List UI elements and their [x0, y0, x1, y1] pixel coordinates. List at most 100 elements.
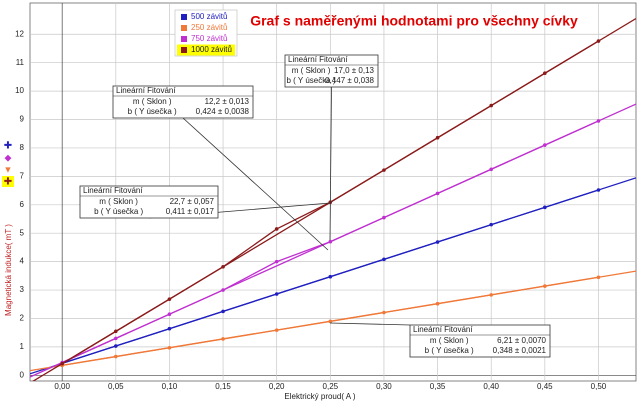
legend-highlight [177, 44, 235, 56]
data-point [435, 240, 440, 244]
data-point [60, 361, 64, 366]
y-tick-label: 1 [20, 342, 25, 351]
svg-text:✚: ✚ [4, 141, 12, 152]
data-point [435, 301, 440, 306]
y-tick-label: 9 [20, 115, 25, 124]
fit-value: 0,411 ± 0,017 [166, 207, 215, 216]
data-point [382, 215, 386, 220]
y-tick-label: 8 [20, 143, 25, 152]
fit-value: 6,21 ± 0,0070 [497, 336, 546, 345]
fit-box [79, 185, 219, 219]
x-tick-label: 0,25 [323, 382, 339, 391]
x-tick-label: 0,05 [108, 382, 124, 391]
y-axis-label: Magnetická indukce( mT ) [4, 224, 13, 316]
data-point [596, 275, 601, 280]
legend-marker [181, 14, 187, 20]
data-point [167, 297, 172, 301]
fit-param: m ( Sklon ) [430, 336, 469, 345]
fit-value: 22,7 ± 0,057 [170, 197, 215, 206]
chart-title: Graf s naměřenými hodnotami pro všechny … [250, 13, 578, 29]
fit-value: 12,2 ± 0,013 [205, 97, 250, 106]
data-point [114, 344, 118, 348]
y-tick-label: 7 [20, 171, 25, 180]
data-point [543, 205, 547, 210]
legend-label: 750 závitů [191, 34, 227, 43]
fit-param: m ( Sklon ) [133, 97, 172, 106]
data-point [167, 345, 172, 350]
fit-param: b ( Y úsečka ) [128, 107, 177, 116]
x-tick-label: 0,30 [376, 382, 392, 391]
x-tick-label: 0,00 [54, 382, 70, 391]
data-point [274, 259, 279, 264]
legend-marker [181, 36, 187, 42]
legend-label: 1000 závitů [191, 45, 232, 54]
x-tick-label: 0,35 [430, 382, 446, 391]
data-point [221, 309, 225, 314]
y-tick-label: 5 [20, 228, 25, 237]
data-point [435, 191, 440, 196]
fit-title: Lineární Fitování [288, 55, 348, 64]
data-point [114, 329, 118, 334]
data-point [382, 310, 386, 315]
legend-marker [181, 25, 187, 31]
data-point [221, 264, 225, 269]
y-tick-label: 12 [15, 29, 24, 38]
x-tick-label: 0,50 [591, 382, 607, 391]
data-point [382, 168, 386, 172]
data-point [489, 293, 494, 297]
data-point [328, 239, 333, 244]
data-point [489, 222, 494, 227]
data-point [274, 292, 279, 296]
data-point [543, 143, 547, 147]
fit-value: 17,0 ± 0,13 [334, 66, 375, 75]
legend-marker [181, 47, 187, 53]
data-point [382, 257, 386, 262]
x-axis-label: Elektrický proud( A ) [284, 392, 355, 401]
svg-text:▼: ▼ [4, 164, 13, 174]
y-tick-label: 3 [20, 285, 25, 294]
y-tick-label: 10 [15, 86, 24, 95]
y-tick-label: 6 [20, 200, 25, 209]
legend-label: 250 závitů [191, 23, 227, 32]
fit-param: m ( Sklon ) [99, 197, 138, 206]
leader-line [329, 322, 411, 326]
fit-param: b ( Y úsečka ) [94, 207, 143, 216]
y-tick-label: 0 [20, 370, 25, 379]
data-point [596, 39, 601, 43]
fit-param: b ( Y úsečka ) [425, 346, 474, 355]
data-point [274, 328, 279, 332]
legend-label: 500 závitů [191, 12, 227, 21]
fit-param: b ( Y úsečka ) [287, 76, 336, 85]
y-tick-label: 2 [20, 314, 25, 323]
leader-line [182, 117, 329, 251]
fit-box [112, 85, 254, 119]
x-tick-label: 0,40 [483, 382, 499, 391]
x-tick-label: 0,15 [215, 382, 231, 391]
data-point [221, 288, 225, 292]
data-point [543, 71, 547, 75]
data-point [543, 284, 547, 288]
svg-text:◆: ◆ [5, 152, 12, 162]
data-point [167, 326, 172, 331]
x-tick-label: 0,10 [162, 382, 178, 391]
fit-title: Lineární Fitování [83, 186, 143, 195]
data-point [489, 103, 494, 108]
data-point [489, 167, 494, 172]
side-icons: ✚ ◆ ▼ ✚ [2, 141, 14, 188]
data-point [328, 319, 333, 324]
fit-title: Lineární Fitování [413, 325, 473, 334]
x-tick-label: 0,45 [537, 382, 553, 391]
data-point [274, 227, 279, 231]
leader-line [329, 86, 332, 241]
legend: 500 závitů 250 závitů 750 závitů 1000 závit… [174, 9, 238, 57]
x-tick-label: 0,20 [269, 382, 285, 391]
y-tick-label: 4 [20, 257, 25, 266]
y-tick-label: 11 [16, 58, 25, 67]
fit-value: 0,348 ± 0,0021 [493, 346, 547, 355]
data-point [114, 336, 118, 341]
fit-box [284, 54, 379, 88]
annotations: Lineární Fitování m ( Sklon ) 12,2 ± 0,013… [79, 54, 551, 358]
data-point [167, 312, 172, 317]
data-point [114, 354, 118, 359]
